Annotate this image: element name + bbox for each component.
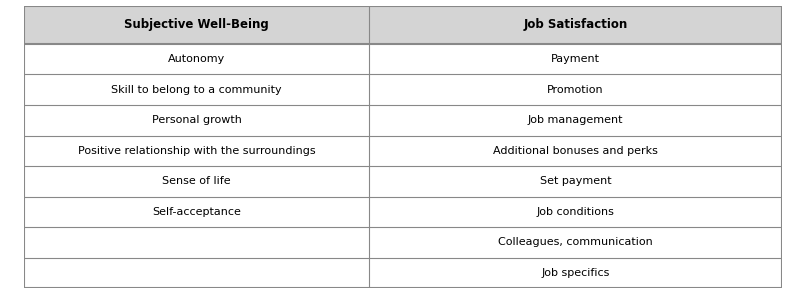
Text: Job specifics: Job specifics: [541, 268, 609, 278]
Text: Payment: Payment: [550, 54, 600, 64]
Text: Additional bonuses and perks: Additional bonuses and perks: [493, 146, 658, 156]
Text: Promotion: Promotion: [547, 85, 604, 95]
Text: Skill to belong to a community: Skill to belong to a community: [111, 85, 282, 95]
Text: Personal growth: Personal growth: [152, 115, 242, 125]
Bar: [369, 6, 782, 44]
Text: Positive relationship with the surroundings: Positive relationship with the surroundi…: [77, 146, 315, 156]
Text: Job conditions: Job conditions: [537, 207, 614, 217]
Text: Set payment: Set payment: [539, 176, 611, 186]
Text: Colleagues, communication: Colleagues, communication: [498, 237, 653, 247]
Text: Job Satisfaction: Job Satisfaction: [523, 19, 628, 31]
Text: Autonomy: Autonomy: [168, 54, 225, 64]
Text: Sense of life: Sense of life: [162, 176, 231, 186]
Bar: [24, 6, 369, 44]
Text: Subjective Well-Being: Subjective Well-Being: [124, 19, 269, 31]
Text: Self-acceptance: Self-acceptance: [152, 207, 241, 217]
Text: Job management: Job management: [528, 115, 623, 125]
